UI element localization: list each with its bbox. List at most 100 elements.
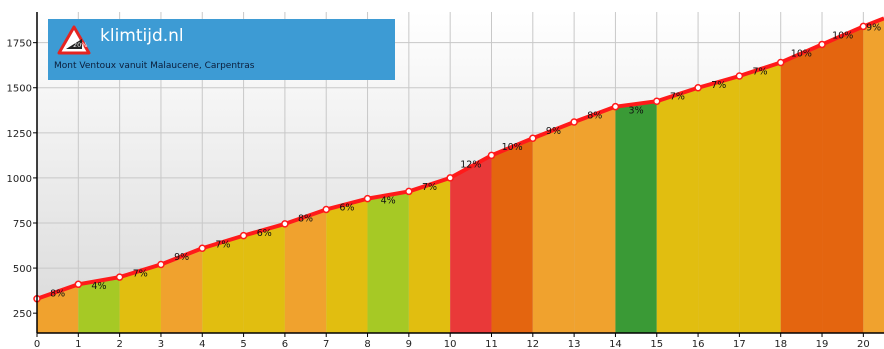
y-tick-label: 1250 [7,129,32,140]
gradient-segment [78,277,120,333]
x-tick-label: 18 [774,339,787,349]
elevation-line-path [36,16,884,301]
klimtijd-logo-box: 20% klimtijd.nl Mont Ventoux vanuit Mala… [48,19,395,80]
gradient-segment [284,209,327,333]
km-point [281,220,289,228]
gradient-segment [698,76,740,334]
x-tick-label: 0 [34,339,40,349]
gradient-segment [491,138,533,333]
gradient-label: 7% [711,80,726,91]
gradient-label: 3% [629,105,644,116]
y-tick-label: 250 [13,309,32,320]
km-point [74,280,83,289]
x-tick-label: 11 [485,339,498,349]
climb-subtitle: Mont Ventoux vanuit Malaucene, Carpentra… [54,61,255,71]
x-tick-label: 8 [364,339,370,349]
gradient-segments [37,18,884,334]
x-tick-label: 17 [733,339,746,349]
gradient-labels: 8% 4% 7% 9% 7% 6% 8% 6% 4% 7% 12% 10% 9% 8% 3% 7% 7% 7% 10… [50,22,881,299]
gradient-segment [408,177,451,333]
gradient-label: 8% [50,288,65,299]
site-title[interactable]: klimtijd.nl [100,26,184,46]
km-point [529,134,537,142]
x-tick-label: 10 [444,339,457,349]
x-tick-label: 15 [650,339,663,349]
gradient-label: 7% [670,92,685,103]
km-point [818,40,826,49]
gradient-segment [615,101,657,334]
x-tick-label: 6 [282,339,288,349]
gradient-label: 12% [460,159,481,170]
gradient-label: 7% [215,240,230,251]
km-point [487,151,496,160]
x-tick-label: 7 [323,339,329,349]
gradient-segment [119,264,161,333]
km-point [157,260,165,269]
gradient-label: 8% [298,213,313,224]
gradient-label: 8% [587,111,602,122]
gradient-segment [574,106,616,333]
gradient-segment [367,191,409,333]
gradient-label: 10% [502,142,523,153]
km-point [322,205,330,214]
gradient-label: 9% [174,252,189,263]
x-tick-label: 9 [406,339,412,349]
km-point [405,187,413,196]
gradient-label: 9% [866,22,881,33]
x-tick-label: 20 [857,339,870,349]
gradient-label: 4% [91,281,106,292]
y-tick-label: 750 [13,219,32,230]
y-tick-label: 1500 [7,84,32,95]
km-point [570,118,578,126]
gradient-segment [202,235,244,333]
gradient-segment [863,18,884,333]
x-tick-label: 5 [240,339,246,349]
km-point [653,97,661,106]
km-point [446,174,454,182]
km-point [694,83,702,92]
gradient-segment [780,44,823,334]
km-point [363,194,372,203]
x-tick-label: 4 [199,339,205,349]
gradient-segment [160,248,203,333]
gradient-segment [243,223,285,333]
gradient-label: 7% [422,182,437,193]
gradient-label: 7% [133,268,148,279]
gradient-segment [656,87,699,333]
gradient-label: 7% [753,66,768,77]
y-tick-label: 500 [13,264,32,275]
gradient-label: 6% [257,228,272,239]
gradient-segment [450,155,492,333]
gradient-label: 10% [832,30,853,41]
x-tick-label: 19 [816,339,829,349]
gradient-segment [822,26,864,333]
steep-grade-warning-icon: 20% [57,25,91,55]
x-tick-label: 3 [158,339,164,349]
km-point [735,72,744,80]
x-tick-label: 1 [75,339,81,349]
gradient-label: 4% [381,195,396,206]
y-tick-label: 1750 [7,39,32,50]
gradient-segment [532,122,575,333]
km-point [859,22,868,31]
y-tick-label: 1000 [7,174,32,185]
x-tick-label: 14 [609,339,622,349]
km-point [239,231,248,240]
km-point [115,273,124,281]
gradient-segment [326,198,368,333]
km-point [611,102,620,111]
gradient-label: 10% [791,48,812,59]
gradient-label: 9% [546,126,561,137]
elevation-line [33,16,884,303]
km-point [198,244,207,252]
x-tick-label: 2 [116,339,122,349]
x-tick-label: 16 [692,339,705,349]
x-tick-label: 12 [526,339,539,349]
km-point [776,58,785,67]
x-tick-label: 13 [568,339,581,349]
gradient-label: 6% [339,203,354,214]
grade-badge-text: 20% [73,41,87,49]
gradient-segment [739,62,781,333]
